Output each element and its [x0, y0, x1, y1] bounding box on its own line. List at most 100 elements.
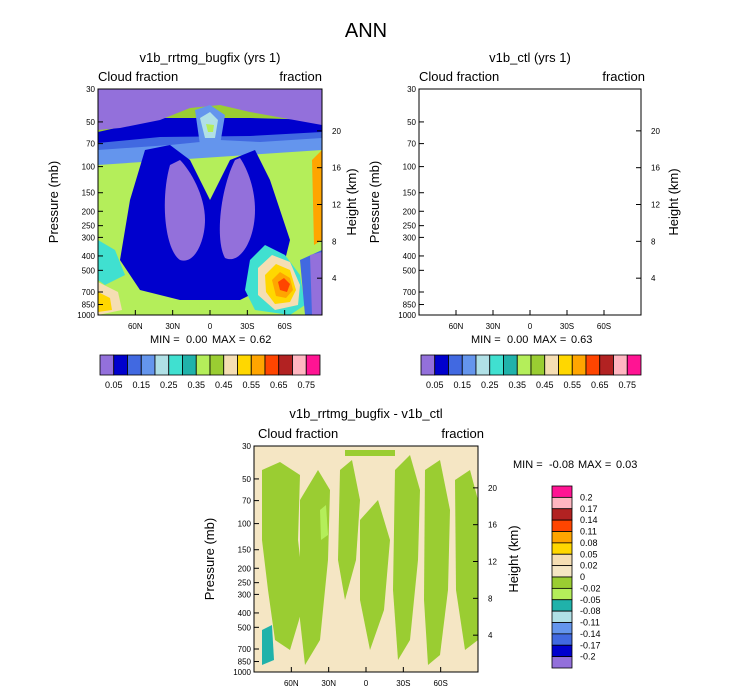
colorbar-label: 0.05: [105, 380, 123, 390]
y-tick-label: 700: [238, 645, 252, 654]
y-tick-label: 50: [242, 475, 251, 484]
colorbar-swatch: [551, 519, 573, 532]
colorbar-label: 0.08: [580, 538, 598, 548]
max-label: MAX =: [578, 459, 611, 471]
min-value: 0.00: [507, 334, 528, 346]
colorbar-label: -0.17: [580, 640, 601, 650]
figure-title: ANN: [345, 20, 387, 42]
y-tick-label: 100: [238, 520, 252, 529]
y-tick-label: 850: [238, 658, 252, 667]
colorbar-label: 0.05: [580, 549, 598, 559]
plot-frame: [418, 88, 642, 316]
x-tick-label: 60N: [284, 679, 299, 688]
colorbar-label: -0.2: [580, 652, 596, 662]
colorbar-swatch: [434, 354, 449, 376]
panel-title: v1b_rrtmg_bugfix (yrs 1): [140, 50, 281, 65]
y-tick-label: 500: [238, 623, 252, 632]
x-tick-label: 60S: [597, 322, 611, 331]
colorbar-label: -0.02: [580, 583, 601, 593]
y2-axis-title: Height (km): [506, 525, 521, 592]
y2-axis-title: Height (km): [666, 168, 681, 235]
panel-model: v1b_rrtmg_bugfix (yrs 1) Cloud fraction …: [46, 50, 359, 390]
y-tick-label: 200: [82, 207, 96, 216]
y-tick-label: 850: [82, 301, 96, 310]
x-tick-label: 60S: [434, 679, 448, 688]
colorbar-swatch: [195, 354, 211, 376]
colorbar-label: 0.17: [580, 504, 598, 514]
y-tick-label: 100: [403, 163, 417, 172]
x-tick-label: 30S: [396, 679, 410, 688]
max-label: MAX =: [212, 334, 245, 346]
colorbar-swatch: [551, 565, 573, 578]
contour-field: [254, 446, 478, 672]
colorbar-swatch: [420, 354, 436, 376]
colorbar-swatch: [551, 587, 573, 601]
min-label: MIN =: [150, 334, 180, 346]
y-tick-label: 100: [82, 163, 96, 172]
y-axis-title: Pressure (mb): [46, 161, 61, 243]
x-tick-label: 30S: [560, 322, 574, 331]
y2-tick-label: 4: [651, 274, 656, 283]
x-tick-label: 60N: [128, 322, 143, 331]
colorbar-swatch: [551, 576, 573, 589]
y-tick-label: 150: [403, 189, 417, 198]
colorbar-label: 0.35: [508, 380, 526, 390]
colorbar-label: 0.02: [580, 561, 598, 571]
y2-tick-label: 4: [488, 631, 493, 640]
contour-field: [419, 89, 643, 315]
y-tick-label: 50: [407, 118, 416, 127]
colorbar-swatch: [544, 354, 559, 376]
min-value: -0.08: [549, 459, 574, 471]
colorbar-swatch: [503, 354, 518, 376]
colorbar-label: 0.15: [132, 380, 150, 390]
y-tick-label: 1000: [233, 668, 251, 677]
y2-tick-label: 12: [488, 558, 497, 567]
colorbar-label: 0.75: [297, 380, 315, 390]
y-tick-label: 250: [238, 579, 252, 588]
units-label: fraction: [441, 426, 484, 441]
x-tick-label: 60S: [278, 322, 292, 331]
y-tick-label: 300: [403, 233, 417, 242]
y-tick-label: 850: [403, 301, 417, 310]
colorbar-label: 0.55: [242, 380, 260, 390]
colorbar-swatch: [551, 485, 573, 498]
y-axis-title: Pressure (mb): [367, 161, 382, 243]
panel-title: v1b_rrtmg_bugfix - v1b_ctl: [289, 406, 442, 421]
y2-tick-label: 16: [651, 164, 660, 173]
colorbar-swatch: [250, 354, 266, 376]
y-tick-label: 200: [403, 207, 417, 216]
colorbar-swatch: [551, 633, 573, 646]
x-tick-label: 30N: [165, 322, 180, 331]
colorbar-label: 0.25: [160, 380, 178, 390]
y2-tick-label: 8: [332, 237, 337, 246]
y-tick-label: 70: [407, 140, 416, 149]
y2-axis-title: Height (km): [344, 168, 359, 235]
colorbar-swatch: [140, 354, 156, 376]
y-tick-label: 400: [238, 609, 252, 618]
y-tick-label: 700: [403, 288, 417, 297]
colorbar-swatch: [551, 531, 573, 544]
y-tick-label: 700: [82, 288, 96, 297]
y-tick-label: 1000: [77, 311, 95, 320]
x-tick-label: 60N: [449, 322, 464, 331]
stats-line: MIN = -0.08 MAX = 0.03: [513, 459, 637, 471]
colorbar-label: 0.35: [187, 380, 205, 390]
stats-line: MIN = 0.00 MAX = 0.62: [150, 334, 271, 346]
y-tick-label: 150: [238, 546, 252, 555]
colorbar-swatch: [154, 354, 170, 376]
min-label: MIN =: [471, 334, 501, 346]
colorbar-swatch: [264, 354, 280, 376]
y-tick-label: 200: [238, 564, 252, 573]
colorbar-label: -0.11: [580, 618, 600, 628]
colorbar-swatch: [585, 354, 601, 376]
min-value: 0.00: [186, 334, 207, 346]
colorbar-swatch: [448, 354, 463, 376]
y-tick-label: 30: [86, 85, 95, 94]
colorbar-swatch: [305, 354, 321, 376]
colorbar: 0.05 0.15 0.25 0.35 0.45 0.55 0.65 0.75: [99, 354, 321, 390]
max-value: 0.63: [571, 334, 592, 346]
colorbar-swatch: [475, 354, 491, 376]
